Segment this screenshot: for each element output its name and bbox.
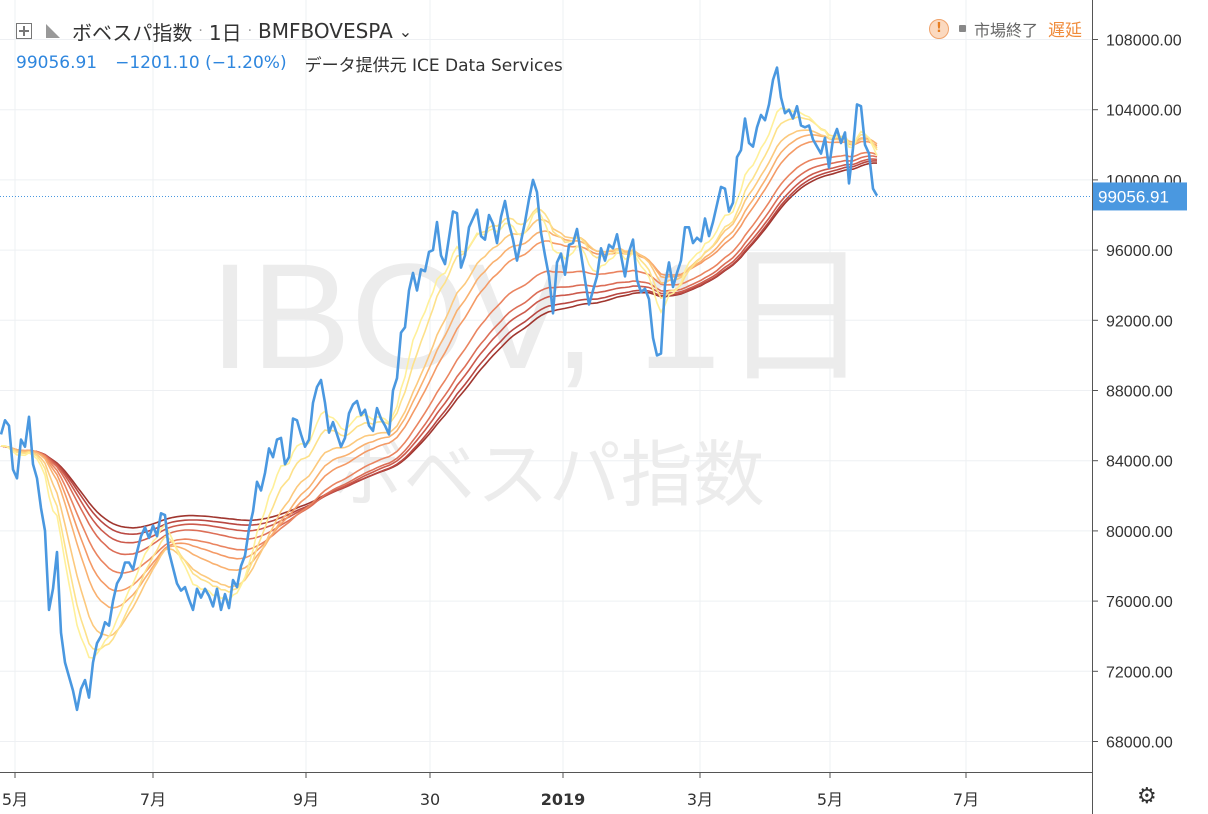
ribbon-line-5 xyxy=(0,116,878,651)
ribbon-line-32 xyxy=(0,158,878,544)
last-value: 99056.91 xyxy=(16,53,98,73)
ribbon-line-12 xyxy=(0,133,878,609)
ribbon-line-15 xyxy=(0,140,878,592)
market-status: ! 市場終了 遅延 xyxy=(928,16,1082,41)
symbol-name[interactable]: ボベスパ指数 xyxy=(72,20,193,45)
price-axis-label: 96000.00 xyxy=(1106,243,1173,260)
separator-dot: · xyxy=(198,23,203,39)
price-axis-label: 88000.00 xyxy=(1106,384,1173,401)
gear-icon[interactable]: ⚙ xyxy=(1137,784,1157,809)
time-axis-label: 9月 xyxy=(293,790,319,809)
time-axis-label: 5月 xyxy=(2,790,28,809)
watermark-name: ボベスパ指数 xyxy=(331,433,764,517)
time-axis-label: 30 xyxy=(420,790,440,809)
plus-square-icon[interactable] xyxy=(16,23,32,39)
separator-dot: · xyxy=(247,23,253,39)
last-price-badge xyxy=(1093,182,1187,211)
ribbon-line-3 xyxy=(1,107,878,659)
price-axis-label: 68000.00 xyxy=(1106,735,1173,752)
last-price-text: 99056.91 xyxy=(1098,187,1169,206)
delay-label[interactable]: 遅延 xyxy=(1048,21,1082,41)
time-axis-label: 7月 xyxy=(140,790,166,809)
flag-icon[interactable] xyxy=(46,24,60,38)
market-status-dot xyxy=(958,25,966,32)
price-axis-label: 80000.00 xyxy=(1106,524,1173,541)
market-closed-label: 市場終了 xyxy=(973,20,1038,40)
ribbon-line-8 xyxy=(0,129,878,638)
price-axis-label: 76000.00 xyxy=(1106,594,1173,611)
watermark: IBOV, 1日 ボベスパ指数 xyxy=(209,232,870,517)
price-axis-label: 84000.00 xyxy=(1106,454,1173,471)
time-axis-label: 5月 xyxy=(817,790,843,809)
price-axis-label: 92000.00 xyxy=(1106,313,1173,330)
warning-icon[interactable]: ! xyxy=(928,18,949,39)
price-axis-label: 72000.00 xyxy=(1106,664,1173,681)
change-value: −1201.10 (−1.20%) xyxy=(115,53,287,73)
last-price-label: 99056.91 xyxy=(1093,182,1187,211)
grid xyxy=(0,0,1092,772)
price-axis-label: 108000.00 xyxy=(1106,33,1182,50)
ticker-label[interactable]: BMFBOVESPA xyxy=(258,19,393,43)
time-axis[interactable]: 5月 7月 9月 30 2019 3月 5月 7月 xyxy=(0,772,1092,809)
price-axis[interactable]: 108000.00104000.00100000.0096000.0092000… xyxy=(1092,0,1182,814)
legend-value-row: 99056.91 −1201.10 (−1.20%) データ提供元 ICE Da… xyxy=(16,48,563,78)
price-series xyxy=(0,66,1092,712)
interval-label[interactable]: 1日 xyxy=(208,20,242,45)
legend: ボベスパ指数 · 1日 · BMFBOVESPA ⌄ 99056.91 −120… xyxy=(16,14,563,78)
data-source: データ提供元 ICE Data Services xyxy=(304,55,563,76)
time-axis-label: 3月 xyxy=(687,790,713,809)
time-axis-label: 2019 xyxy=(541,790,586,809)
chevron-down-icon[interactable]: ⌄ xyxy=(398,21,413,41)
time-axis-label: 7月 xyxy=(953,790,979,809)
ribbon-line-26 xyxy=(0,155,878,556)
legend-title-row: ボベスパ指数 · 1日 · BMFBOVESPA ⌄ xyxy=(16,14,563,48)
ribbon-line-20 xyxy=(0,151,878,574)
price-axis-label: 104000.00 xyxy=(1106,103,1182,120)
price-line xyxy=(0,66,879,712)
